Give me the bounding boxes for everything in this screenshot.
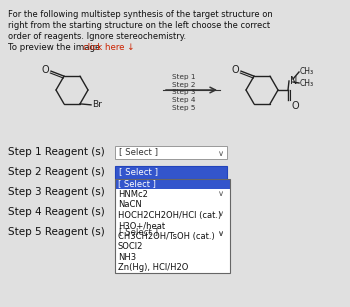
Text: [ Select ]: [ Select ] [119, 147, 158, 157]
Text: Br: Br [92, 100, 102, 109]
Text: Step 4: Step 4 [172, 97, 196, 103]
FancyBboxPatch shape [115, 231, 230, 242]
Text: ∨: ∨ [218, 228, 224, 238]
Text: Step 1: Step 1 [172, 74, 196, 80]
Text: ∨: ∨ [218, 149, 224, 157]
Text: CH₃: CH₃ [300, 67, 314, 76]
Text: Step 1 Reagent (s): Step 1 Reagent (s) [8, 147, 105, 157]
Text: Step 2: Step 2 [172, 81, 196, 87]
FancyBboxPatch shape [115, 165, 227, 178]
Text: NaCN: NaCN [118, 200, 142, 209]
Text: [ Select ]: [ Select ] [119, 168, 158, 177]
Text: click here ↓: click here ↓ [83, 43, 134, 52]
FancyBboxPatch shape [115, 252, 230, 262]
Text: Step 4 Reagent (s): Step 4 Reagent (s) [8, 207, 105, 217]
FancyBboxPatch shape [115, 200, 230, 210]
Text: Step 5 Reagent (s): Step 5 Reagent (s) [8, 227, 105, 237]
FancyBboxPatch shape [115, 262, 230, 273]
FancyBboxPatch shape [115, 226, 227, 239]
Text: O: O [41, 65, 49, 75]
Text: HOCH2CH2OH/HCl (cat.): HOCH2CH2OH/HCl (cat.) [118, 211, 221, 220]
FancyBboxPatch shape [115, 146, 227, 158]
Text: HNMc2: HNMc2 [118, 190, 148, 199]
FancyBboxPatch shape [115, 178, 230, 189]
Text: NH3: NH3 [118, 253, 136, 262]
Text: CH₃: CH₃ [300, 79, 314, 87]
Text: [ Select ]: [ Select ] [118, 179, 156, 188]
FancyBboxPatch shape [115, 242, 230, 252]
Text: CH3CH2OH/TsOH (cat.): CH3CH2OH/TsOH (cat.) [118, 232, 215, 241]
Text: ∨: ∨ [218, 228, 224, 238]
Text: Step 5: Step 5 [172, 104, 196, 111]
Text: order of reagents. Ignore stereochemistry.: order of reagents. Ignore stereochemistr… [8, 32, 186, 41]
Text: H3O+/heat: H3O+/heat [118, 221, 165, 230]
Text: Step 3: Step 3 [172, 89, 196, 95]
Text: right from the starting structure on the left choose the correct: right from the starting structure on the… [8, 21, 270, 30]
FancyBboxPatch shape [115, 185, 227, 199]
Text: O: O [292, 101, 300, 111]
Text: ∨: ∨ [218, 208, 224, 217]
Text: Zn(Hg), HCl/H2O: Zn(Hg), HCl/H2O [118, 263, 188, 272]
Text: [ Select ]: [ Select ] [119, 227, 158, 236]
FancyBboxPatch shape [115, 189, 230, 200]
Text: SOCl2: SOCl2 [118, 242, 144, 251]
Text: Step 3 Reagent (s): Step 3 Reagent (s) [8, 187, 105, 197]
Text: N: N [290, 76, 298, 86]
FancyBboxPatch shape [115, 210, 230, 220]
FancyBboxPatch shape [115, 205, 227, 219]
Text: ∨: ∨ [218, 188, 224, 197]
Text: O: O [231, 65, 239, 75]
Text: To preview the image: To preview the image [8, 43, 103, 52]
Text: For the following multistep synthesis of the target structure on: For the following multistep synthesis of… [8, 10, 273, 19]
Text: Step 2 Reagent (s): Step 2 Reagent (s) [8, 167, 105, 177]
FancyBboxPatch shape [115, 220, 230, 231]
